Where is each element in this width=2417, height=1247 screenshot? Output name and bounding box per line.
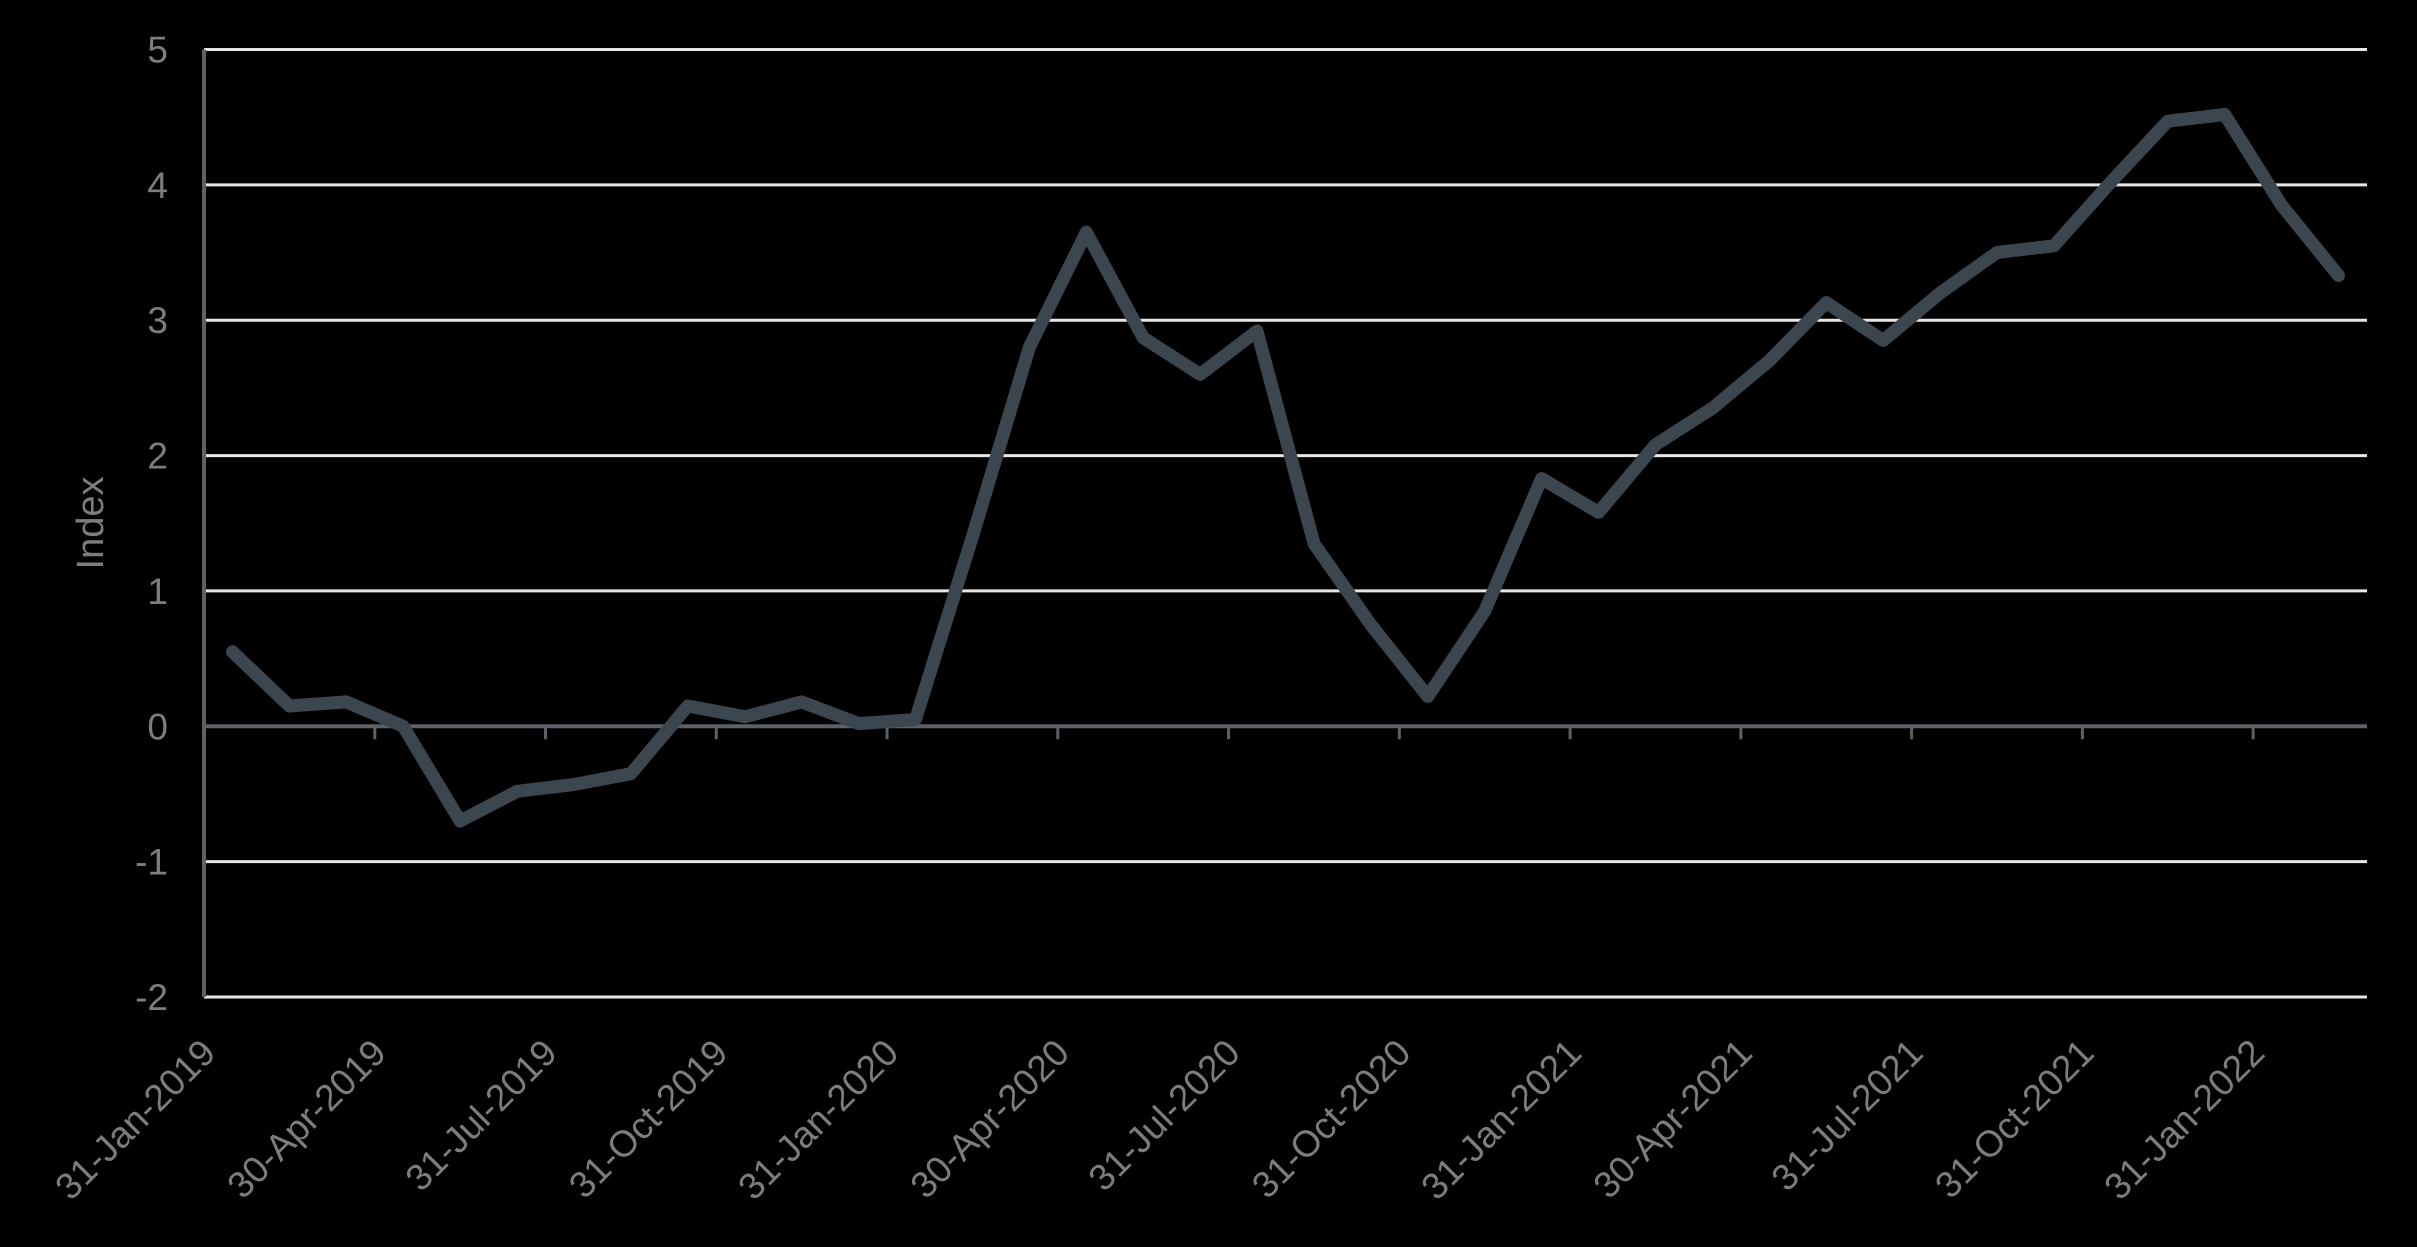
- x-tick-label: 30-Apr-2020: [903, 1032, 1077, 1206]
- y-tick-label: 5: [147, 30, 168, 71]
- index-series-line: [226, 108, 2345, 828]
- y-tick-label: -2: [135, 977, 168, 1018]
- y-axis-title: Index: [70, 477, 112, 570]
- x-tick-label: 31-Jul-2021: [1764, 1032, 1931, 1199]
- x-tick-label: 31-Jan-2021: [1413, 1032, 1589, 1208]
- x-tick-label: 30-Apr-2019: [219, 1032, 393, 1206]
- x-tick-label: 31-Jul-2019: [397, 1032, 564, 1199]
- y-tick-label: 0: [147, 706, 168, 747]
- gridlines-group: [204, 48, 2367, 999]
- y-tick-label: 3: [147, 300, 168, 341]
- x-tick-label: 31-Jan-2019: [47, 1032, 223, 1208]
- x-tick-label: 31-Jan-2020: [730, 1032, 906, 1208]
- x-tick-label: 31-Oct-2020: [1244, 1032, 1418, 1206]
- y-tick-label: -1: [135, 842, 168, 883]
- x-tick-label: 30-Apr-2021: [1586, 1032, 1760, 1206]
- x-tick-label: 31-Oct-2019: [561, 1032, 735, 1206]
- x-tick-label: 31-Oct-2021: [1927, 1032, 2101, 1206]
- x-tick-label: 31-Jan-2022: [2096, 1032, 2272, 1208]
- y-tick-label: 1: [147, 571, 168, 612]
- y-tick-label: 2: [147, 436, 168, 477]
- x-tick-label: 31-Jul-2020: [1080, 1032, 1247, 1199]
- axes-group: [202, 49, 2367, 997]
- series-group: [226, 108, 2345, 828]
- y-tick-label: 4: [147, 165, 168, 206]
